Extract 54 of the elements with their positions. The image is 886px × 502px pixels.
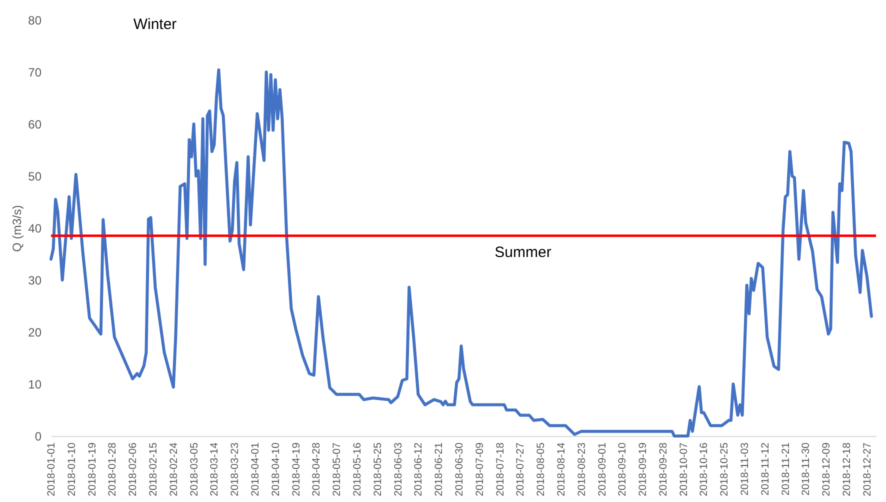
x-tick-label: 2018-02-15 bbox=[147, 442, 160, 496]
x-tick-label: 2018-11-12 bbox=[759, 442, 772, 496]
x-tick-label: 2018-03-23 bbox=[229, 442, 242, 496]
x-tick-label: 2018-11-21 bbox=[780, 442, 792, 496]
x-tick-label: 2018-12-27 bbox=[861, 442, 874, 496]
x-tick-label: 2018-06-03 bbox=[392, 442, 404, 496]
x-tick-label: 2018-09-10 bbox=[616, 442, 629, 496]
x-tick-label: 2018-01-28 bbox=[106, 442, 119, 496]
x-tick-label: 2018-07-09 bbox=[474, 442, 486, 496]
x-tick-label: 2018-06-30 bbox=[453, 442, 466, 496]
x-tick-label: 2018-07-27 bbox=[514, 442, 527, 496]
y-tick-label: 20 bbox=[28, 326, 42, 340]
x-tick-label: 2018-10-07 bbox=[678, 442, 690, 496]
y-axis-title: Q (m3/s) bbox=[10, 205, 24, 252]
x-tick-label: 2018-08-23 bbox=[576, 442, 588, 496]
y-tick-label: 80 bbox=[28, 14, 42, 28]
y-tick-label: 0 bbox=[34, 430, 42, 444]
x-tick-label: 2018-05-07 bbox=[331, 442, 344, 496]
x-tick-label: 2018-01-01 bbox=[46, 442, 58, 496]
y-tick-label: 40 bbox=[28, 222, 42, 236]
x-tick-label: 2018-08-14 bbox=[555, 442, 568, 496]
x-tick-label: 2018-12-18 bbox=[841, 442, 854, 496]
x-tick-label: 2018-02-24 bbox=[168, 442, 180, 496]
x-tick-label: 2018-08-05 bbox=[535, 442, 548, 496]
x-tick-label: 2018-04-28 bbox=[310, 442, 323, 496]
x-tick-label: 2018-12-09 bbox=[820, 442, 833, 496]
x-tick-label: 2018-11-03 bbox=[739, 442, 752, 496]
x-tick-label: 2018-10-25 bbox=[718, 442, 731, 496]
y-tick-label: 10 bbox=[28, 378, 42, 392]
x-tick-label: 2018-04-01 bbox=[249, 442, 262, 496]
x-tick-label: 2018-01-19 bbox=[86, 442, 98, 496]
line-series bbox=[50, 68, 873, 438]
x-tick-label: 2018-02-06 bbox=[127, 442, 140, 496]
x-tick-label: 2018-09-28 bbox=[657, 442, 670, 496]
x-tick-label: 2018-06-21 bbox=[433, 442, 446, 496]
x-tick-label: 2018-10-16 bbox=[698, 442, 710, 496]
y-tick-label: 50 bbox=[28, 170, 42, 184]
x-tick-label: 2018-04-10 bbox=[270, 442, 282, 496]
x-tick-label: 2018-11-30 bbox=[800, 442, 812, 496]
x-tick-label: 2018-06-12 bbox=[412, 442, 425, 496]
x-tick-label: 2018-05-16 bbox=[351, 442, 364, 496]
x-tick-label: 2018-09-01 bbox=[596, 442, 608, 496]
x-tick-label: 2018-03-05 bbox=[188, 442, 200, 496]
y-tick-label: 30 bbox=[28, 274, 42, 288]
x-tick-label: 2018-07-18 bbox=[494, 442, 506, 496]
y-tick-label: 60 bbox=[28, 118, 42, 132]
x-tick-label: 2018-03-14 bbox=[208, 442, 221, 496]
x-tick-label: 2018-09-19 bbox=[637, 442, 650, 496]
x-tick-label: 2018-05-25 bbox=[372, 442, 384, 496]
annotation: Summer bbox=[494, 244, 552, 262]
y-tick-label: 70 bbox=[28, 66, 42, 80]
x-tick-label: 2018-04-19 bbox=[290, 442, 302, 496]
annotation: Winter bbox=[133, 16, 177, 33]
x-tick-label: 2018-01-10 bbox=[66, 442, 78, 496]
